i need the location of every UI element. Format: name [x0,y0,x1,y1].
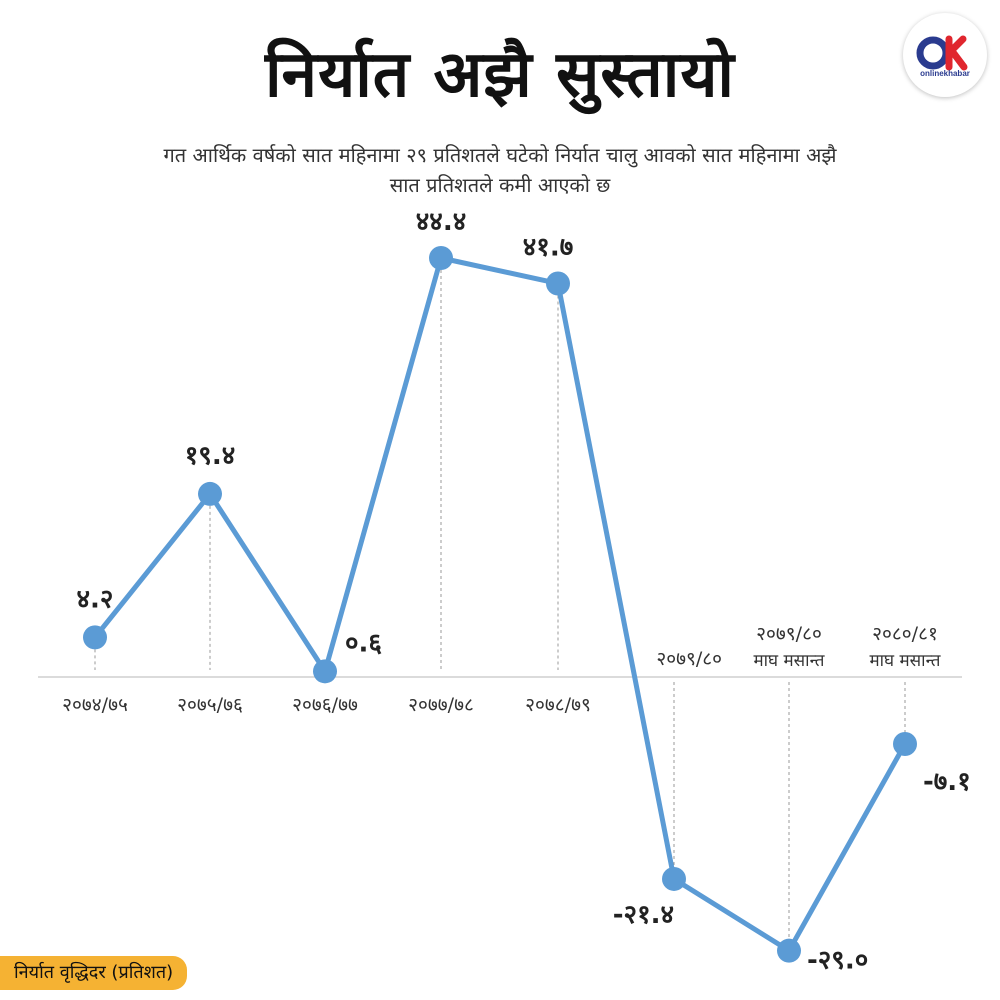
x-tick-label: २०७७/७८ [408,694,474,716]
data-point [546,271,570,296]
x-tick-label: २०७९/८० [656,648,722,670]
data-point [313,659,337,684]
page-title: निर्यात अझै सुस्तायो [264,38,736,112]
data-label: -७.१ [923,767,971,797]
data-label: ४४.४ [416,207,466,237]
x-tick-label: २०७५/७६ [177,694,243,716]
x-tick-label: २०७४/७५ [62,694,128,716]
x-tick-label: २०८०/८१ [872,623,938,645]
data-label: -२९.० [807,946,868,976]
x-tick-label: २०७९/८० [756,623,822,645]
onlinekhabar-logo: onlinekhabar [903,13,987,97]
data-point [83,625,107,650]
data-point [662,866,686,891]
logo-wordmark: onlinekhabar [920,69,970,78]
data-point [893,732,917,757]
data-label: १९.४ [185,441,235,471]
x-tick-sublabel: माघ मसान्त [753,651,824,671]
data-label: ०.६ [345,628,382,658]
ok-logo-mark-icon [916,35,968,71]
series-line [93,255,908,954]
subtitle-line-2: सात प्रतिशतले कमी आएको छ [389,173,611,197]
data-point [777,938,801,963]
unit-label: निर्यात वृद्धिदर (प्रतिशत) [0,956,188,990]
data-point [198,481,222,506]
x-tick-label: २०७६/७७ [292,694,358,716]
x-tick-sublabel: माघ मसान्त [869,651,940,671]
data-label: -२१.४ [613,900,674,930]
data-point [429,246,453,270]
subtitle: गत आर्थिक वर्षको सात महिनामा २९ प्रतिशतल… [100,140,900,200]
subtitle-line-1: गत आर्थिक वर्षको सात महिनामा २९ प्रतिशतल… [163,143,837,167]
x-tick-label: २०७८/७९ [525,694,591,716]
data-label: ४१.७ [523,232,573,262]
data-label: ४.२ [77,584,114,614]
